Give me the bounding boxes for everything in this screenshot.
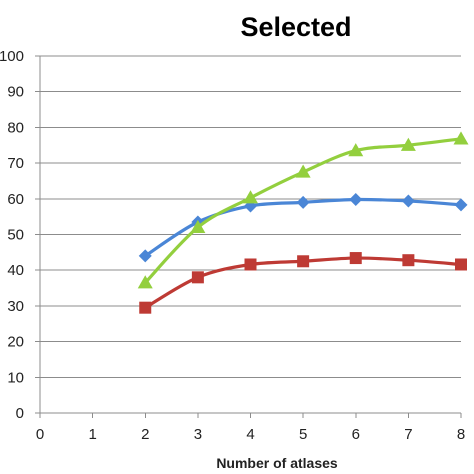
series-square (139, 252, 467, 314)
data-point-square-x6 (349, 252, 362, 265)
y-tick-label-20: 20 (7, 334, 24, 351)
series-triangle (137, 131, 469, 289)
x-tick-label-2: 2 (141, 426, 149, 443)
x-tick-label-8: 8 (457, 426, 465, 443)
data-point-triangle-x6 (348, 143, 364, 157)
data-point-diamond-x6 (349, 193, 363, 207)
y-tick-label-100: 100 (0, 48, 24, 65)
data-point-square-x4 (244, 258, 257, 271)
data-point-square-x2 (139, 301, 152, 314)
data-point-diamond-x8 (454, 198, 468, 212)
y-axis-tick-labels: 0 10 20 30 40 50 60 70 80 90 100 (0, 48, 24, 422)
x-tick-label-6: 6 (352, 426, 360, 443)
data-point-triangle-x2 (137, 275, 153, 289)
data-point-square-x8 (455, 258, 467, 271)
axes (35, 55, 462, 418)
x-tick-label-7: 7 (404, 426, 412, 443)
x-tick-label-5: 5 (299, 426, 307, 443)
y-tick-label-10: 10 (7, 369, 24, 386)
data-series (137, 131, 469, 314)
x-tick-label-4: 4 (246, 426, 254, 443)
series-diamond (138, 193, 468, 263)
y-tick-label-30: 30 (7, 298, 24, 315)
data-point-triangle-x8 (453, 131, 469, 145)
data-point-triangle-x7 (400, 137, 416, 151)
data-point-square-x7 (402, 254, 415, 267)
data-point-diamond-x2 (138, 249, 152, 263)
x-tick-label-1: 1 (88, 426, 96, 443)
x-tick-label-3: 3 (194, 426, 202, 443)
y-tick-label-90: 90 (7, 84, 24, 101)
data-point-diamond-x5 (296, 195, 310, 209)
data-point-triangle-x3 (190, 219, 206, 233)
y-tick-label-50: 50 (7, 227, 24, 244)
y-tick-label-60: 60 (7, 191, 24, 208)
y-tick-label-80: 80 (7, 119, 24, 136)
data-point-triangle-x4 (243, 190, 258, 204)
y-tick-label-70: 70 (7, 155, 24, 172)
y-tick-label-0: 0 (16, 405, 24, 422)
x-axis-title: Number of atlases (216, 455, 338, 471)
chart-title: Selected (240, 12, 351, 42)
data-point-diamond-x7 (401, 194, 415, 208)
x-axis-tick-labels: 0 1 2 3 4 5 6 7 8 (36, 426, 465, 443)
data-point-square-x5 (297, 255, 310, 268)
x-tick-label-0: 0 (36, 426, 44, 443)
data-point-triangle-x5 (295, 164, 311, 178)
data-point-square-x3 (191, 271, 204, 284)
y-tick-label-40: 40 (7, 262, 24, 279)
gridlines (40, 55, 461, 378)
